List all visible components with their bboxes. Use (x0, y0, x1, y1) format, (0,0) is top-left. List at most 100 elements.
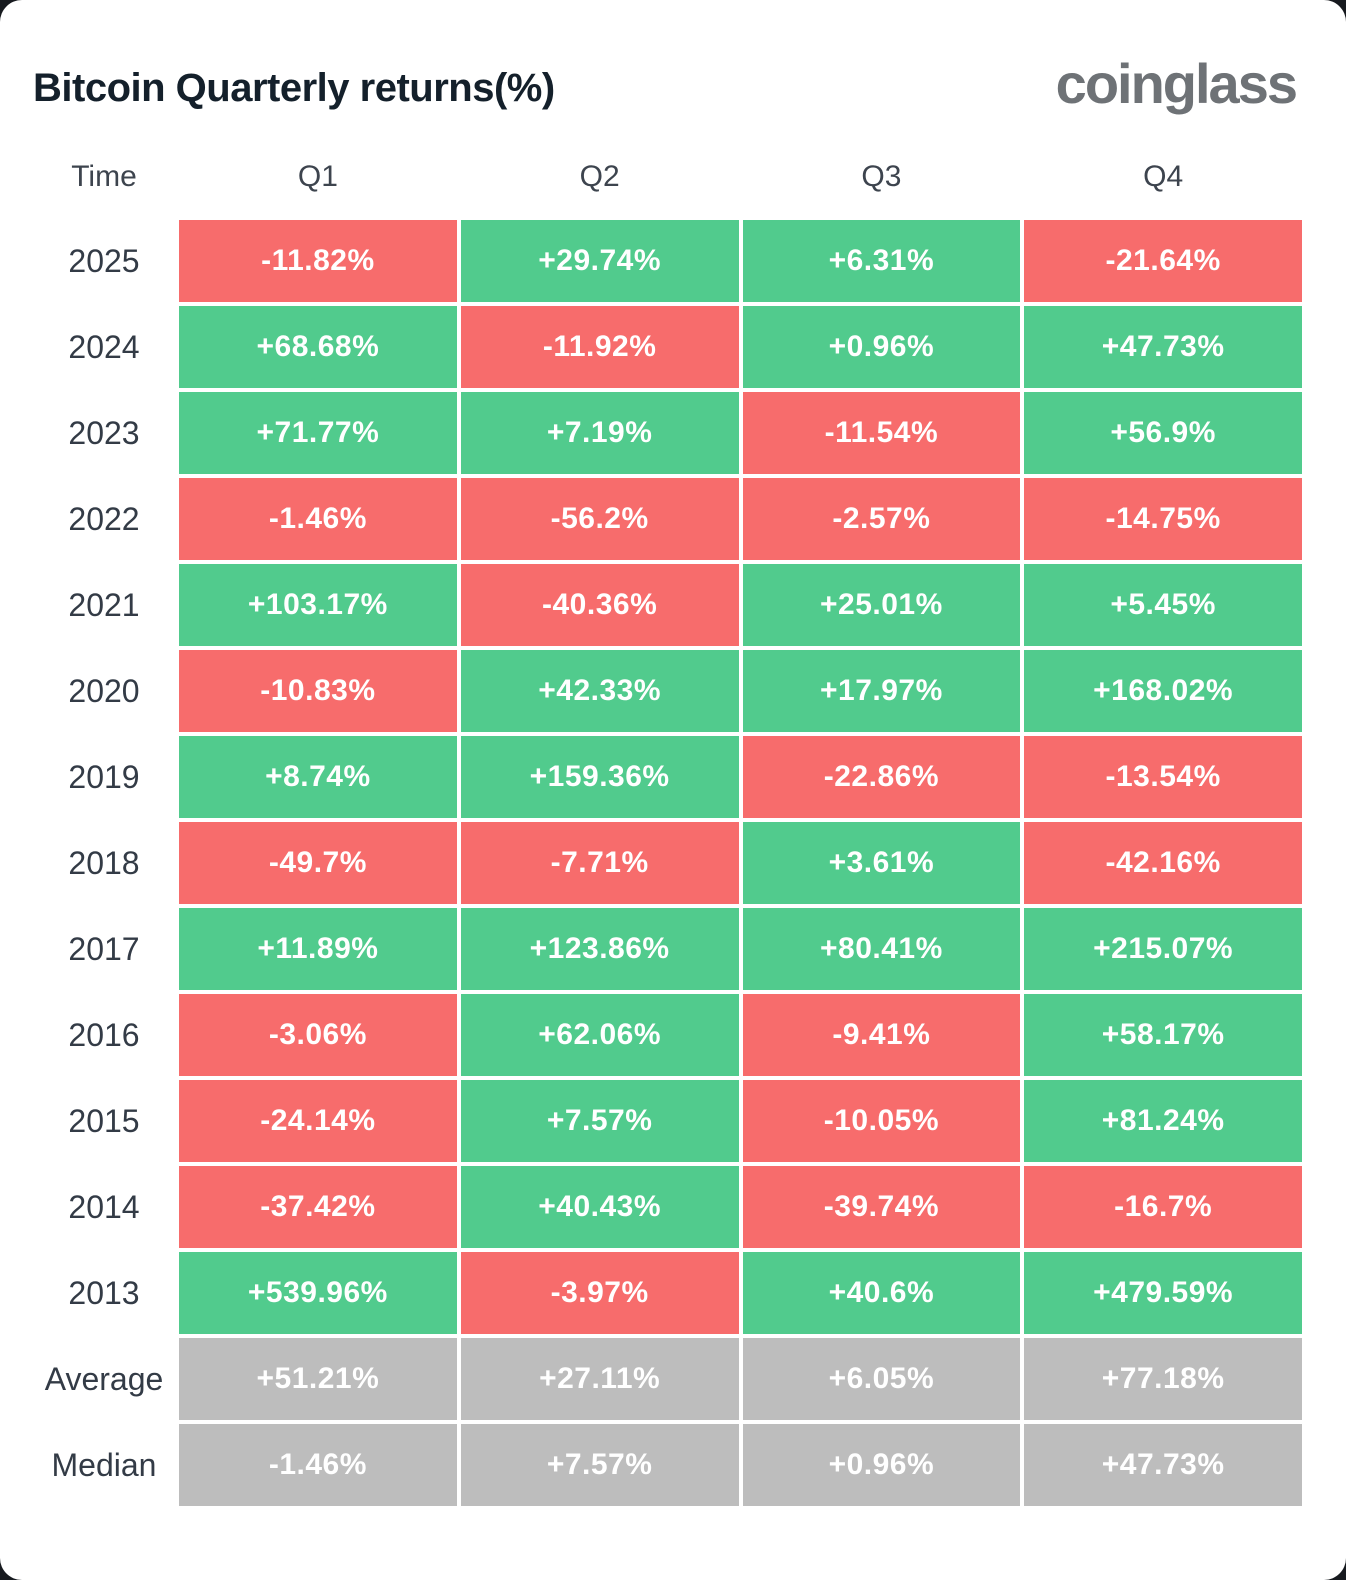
row-label: 2023 (68, 414, 140, 451)
table-row: 2024 +68.68% -11.92% +0.96% +47.73% (33, 306, 1302, 388)
return-cell: -1.46% (179, 1424, 457, 1506)
row-label: 2024 (68, 328, 140, 365)
return-cell: -7.71% (460, 822, 739, 904)
row-label: 2015 (68, 1102, 140, 1139)
table-row: 2017 +11.89% +123.86% +80.41% +215.07% (33, 908, 1302, 990)
return-cell: -10.05% (742, 1080, 1021, 1162)
return-cell: +17.97% (742, 650, 1021, 732)
table-row: Median -1.46% +7.57% +0.96% +47.73% (33, 1424, 1302, 1506)
return-cell: -40.36% (460, 564, 739, 646)
return-cell: +159.36% (460, 736, 739, 818)
return-cell: -3.97% (460, 1252, 739, 1334)
return-cell: +3.61% (742, 822, 1021, 904)
coinglass-logo: coinglass (1055, 52, 1298, 115)
card-header: Bitcoin Quarterly returns(%) coinglass (33, 56, 1302, 112)
return-cell: -3.06% (179, 994, 457, 1076)
return-cell: -10.83% (179, 650, 457, 732)
table-row: Average +51.21% +27.11% +6.05% +77.18% (33, 1338, 1302, 1420)
row-label: 2019 (68, 758, 140, 795)
return-cell: +5.45% (1024, 564, 1302, 646)
return-cell: -16.7% (1024, 1166, 1302, 1248)
table-row: 2025 -11.82% +29.74% +6.31% -21.64% (33, 220, 1302, 302)
return-cell: +0.96% (742, 1424, 1021, 1506)
return-cell: +40.6% (742, 1252, 1021, 1334)
return-cell: +215.07% (1024, 908, 1302, 990)
return-cell: +7.57% (460, 1424, 739, 1506)
return-cell: +7.19% (460, 392, 739, 474)
return-cell: +42.33% (460, 650, 739, 732)
return-cell: +40.43% (460, 1166, 739, 1248)
return-cell: +77.18% (1024, 1338, 1302, 1420)
return-cell: +47.73% (1024, 1424, 1302, 1506)
table-row: 2020 -10.83% +42.33% +17.97% +168.02% (33, 650, 1302, 732)
row-label: Average (44, 1360, 164, 1397)
return-cell: -24.14% (179, 1080, 457, 1162)
return-cell: -39.74% (742, 1166, 1021, 1248)
return-cell: -14.75% (1024, 478, 1302, 560)
return-cell: +168.02% (1024, 650, 1302, 732)
row-label: 2020 (68, 672, 140, 709)
return-cell: -1.46% (179, 478, 457, 560)
return-cell: +29.74% (460, 220, 739, 302)
return-cell: +56.9% (1024, 392, 1302, 474)
row-label: 2018 (68, 844, 140, 881)
returns-table: Time Q1 Q2 Q3 Q4 2025 -11.82% +29.74% +6.31% -21… (33, 156, 1302, 1506)
row-label: 2016 (68, 1016, 140, 1053)
table-header-row: Time Q1 Q2 Q3 Q4 (33, 156, 1302, 198)
return-cell: +6.31% (742, 220, 1021, 302)
return-cell: +51.21% (179, 1338, 457, 1420)
return-cell: +80.41% (742, 908, 1021, 990)
return-cell: +7.57% (460, 1080, 739, 1162)
table-row: 2021 +103.17% -40.36% +25.01% +5.45% (33, 564, 1302, 646)
table-row: 2019 +8.74% +159.36% -22.86% -13.54% (33, 736, 1302, 818)
return-cell: -49.7% (179, 822, 457, 904)
return-cell: -2.57% (742, 478, 1021, 560)
table-body: 2025 -11.82% +29.74% +6.31% -21.64% 2024 +68.6… (33, 220, 1302, 1506)
return-cell: -11.54% (742, 392, 1021, 474)
table-row: 2018 -49.7% -7.71% +3.61% -42.16% (33, 822, 1302, 904)
return-cell: +25.01% (742, 564, 1021, 646)
column-header-q2: Q2 (579, 160, 620, 193)
row-label: 2022 (68, 500, 140, 537)
row-label: 2017 (68, 930, 140, 967)
column-header-q4: Q4 (1143, 160, 1184, 193)
return-cell: -13.54% (1024, 736, 1302, 818)
return-cell: +68.68% (179, 306, 457, 388)
row-label: 2025 (68, 242, 140, 279)
return-cell: -42.16% (1024, 822, 1302, 904)
return-cell: +123.86% (460, 908, 739, 990)
return-cell: +103.17% (179, 564, 457, 646)
return-cell: +81.24% (1024, 1080, 1302, 1162)
return-cell: +0.96% (742, 306, 1021, 388)
table-row: 2013 +539.96% -3.97% +40.6% +479.59% (33, 1252, 1302, 1334)
return-cell: +539.96% (179, 1252, 457, 1334)
return-cell: +47.73% (1024, 306, 1302, 388)
column-header-q3: Q3 (861, 160, 902, 193)
return-cell: -21.64% (1024, 220, 1302, 302)
return-cell: +6.05% (742, 1338, 1021, 1420)
table-row: 2023 +71.77% +7.19% -11.54% +56.9% (33, 392, 1302, 474)
row-label: 2021 (68, 586, 140, 623)
table-row: 2015 -24.14% +7.57% -10.05% +81.24% (33, 1080, 1302, 1162)
table-row: 2014 -37.42% +40.43% -39.74% -16.7% (33, 1166, 1302, 1248)
return-cell: +27.11% (460, 1338, 739, 1420)
return-cell: +8.74% (179, 736, 457, 818)
column-header-time: Time (71, 160, 137, 193)
return-cell: -11.82% (179, 220, 457, 302)
return-cell: -56.2% (460, 478, 739, 560)
return-cell: +58.17% (1024, 994, 1302, 1076)
return-cell: +11.89% (179, 908, 457, 990)
return-cell: +71.77% (179, 392, 457, 474)
return-cell: -11.92% (460, 306, 739, 388)
row-label: 2014 (68, 1188, 140, 1225)
row-label: 2013 (68, 1274, 140, 1311)
table-row: 2022 -1.46% -56.2% -2.57% -14.75% (33, 478, 1302, 560)
return-cell: +479.59% (1024, 1252, 1302, 1334)
return-cell: -22.86% (742, 736, 1021, 818)
return-cell: -9.41% (742, 994, 1021, 1076)
table-row: 2016 -3.06% +62.06% -9.41% +58.17% (33, 994, 1302, 1076)
page-title: Bitcoin Quarterly returns(%) (33, 66, 555, 110)
return-cell: -37.42% (179, 1166, 457, 1248)
